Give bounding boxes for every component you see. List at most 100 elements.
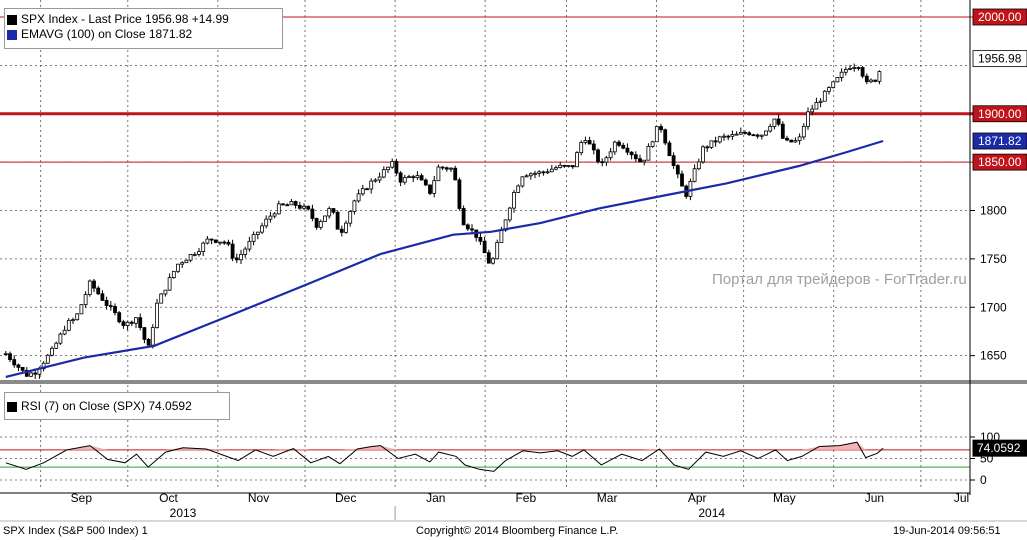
rsi-overbought-fill [856,442,866,450]
candle-body [386,166,390,171]
candle-body [507,207,512,221]
candle-body [344,222,348,233]
resistance-tag-2000.00-box [972,8,1027,26]
ema-tag-box [972,132,1027,150]
candle-body [150,327,155,346]
candle-body [62,329,67,335]
candle-body [554,167,558,170]
candle-body [3,353,8,356]
rsi-value-tag: 74.0592 [977,441,1021,455]
watermark-text: Портал для трейдеров - ForTrader.ru [712,271,967,288]
candle-body [201,242,206,252]
candle-body [696,161,701,170]
candle-body [638,158,642,163]
candle-body [499,229,504,243]
candle-body [365,188,369,191]
candle-body [738,131,743,135]
candle-body [394,161,399,174]
candle-body [671,155,676,166]
candle-body [331,208,336,213]
candle-body [579,142,584,154]
candle-body [596,149,600,163]
candle-body [600,161,605,164]
candle-body [751,134,756,137]
rsi-panel [0,441,970,472]
candle-body [730,134,735,137]
candle-body [659,126,663,131]
candle-body [818,100,823,103]
candle-body [192,253,197,256]
candle-body [839,71,844,78]
candle-body [423,179,428,186]
footer-timestamp: 19-Jun-2014 09:56:51 [893,525,1001,537]
candle-body [264,218,269,227]
candle-body [314,218,319,228]
candle-body [335,211,340,230]
candle-body [533,172,537,175]
price-tick-label: 1700 [980,300,1007,314]
price-swatch [7,14,17,25]
candle-body [461,208,466,226]
candle-body [755,134,760,137]
candle-body [167,277,172,291]
candle-body [629,151,634,156]
year-label-2014: 2014 [698,506,725,520]
x-tick-label-apr: Apr [688,491,707,505]
rsi-overbought-fill [293,448,311,450]
candle-body [806,111,810,127]
candle-body [625,147,630,153]
candle-body [835,77,840,83]
candle-body [327,208,332,217]
candle-body [516,185,521,193]
candle-body [432,180,437,194]
candle-body [117,312,122,323]
candle-body [310,208,315,219]
candle-body [381,169,386,178]
footer-security: SPX Index (S&P 500 Index) 1 [3,525,148,537]
candle-body [486,252,491,264]
candle-body [667,142,672,157]
candle-body [75,313,80,321]
candle-body [701,146,705,163]
last-price-tag-box [972,50,1027,68]
candle-body [96,287,101,295]
resistance-tag-2000.00: 2000.00 [978,10,1022,24]
candle-body [197,251,201,255]
candle-body [465,224,470,230]
candle-body [87,280,92,295]
candle-body [864,75,869,83]
x-tick-label-dec: Dec [335,491,356,505]
legend-price-label: SPX Index - Last Price 1956.98 +14.99 [21,12,229,26]
candle-body [281,203,285,206]
candle-body [848,68,852,70]
candle-body [797,136,802,141]
candle-body [50,347,54,356]
candle-body [407,176,411,179]
candle-body [54,342,59,349]
candle-body [306,205,311,210]
candle-body [776,118,781,125]
candle-body [814,102,819,110]
candle-body [71,319,75,322]
candle-body [276,203,281,215]
resistance-tag-1850.00-box [972,153,1027,171]
ema-line [5,139,884,378]
candle-body [33,372,38,375]
candle-body [478,236,483,242]
candle-body [184,259,189,264]
candle-body [108,305,113,307]
candle-body [129,321,134,324]
resistance-tag-1900.00: 1900.00 [978,107,1022,121]
last-price-tag: 1956.98 [978,52,1022,66]
candle-body [843,69,848,73]
candle-body [453,167,458,181]
candle-body [79,304,84,315]
candle-body [24,369,29,377]
candle-body [302,205,306,209]
price-tick-label: 1650 [980,349,1007,363]
candle-body [717,136,722,143]
candle-body [663,129,668,144]
candle-body [66,319,71,331]
rsi-swatch [7,401,17,412]
candle-body [209,238,214,241]
